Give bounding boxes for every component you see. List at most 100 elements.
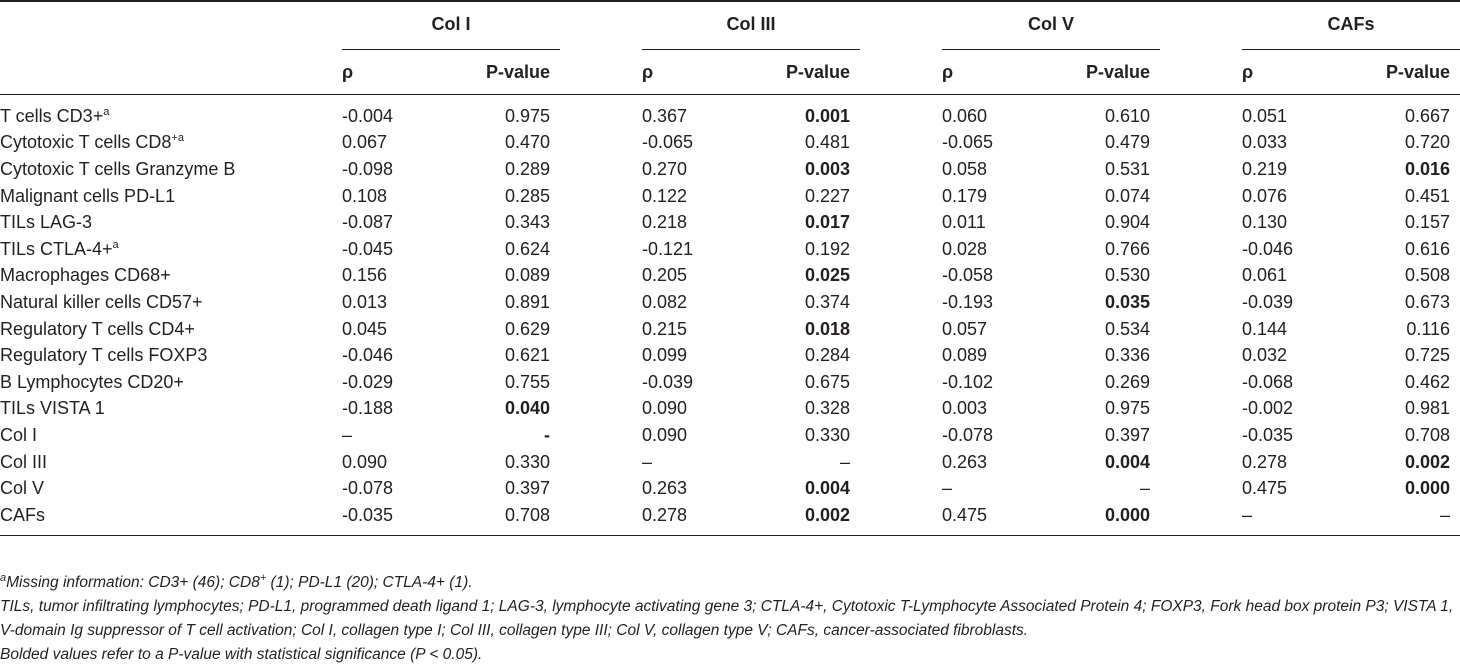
- pvalue-cell: 0.530: [1104, 265, 1151, 286]
- pvalue-cell: 0.330: [504, 451, 550, 472]
- pvalue-cell: 0.227: [804, 185, 850, 206]
- rho-header: ρ: [1242, 61, 1254, 82]
- rho-cell: 0.215: [642, 318, 688, 339]
- row-label: Regulatory T cells CD4+: [0, 318, 195, 339]
- pvalue-cell: 0.397: [504, 478, 550, 499]
- rho-cell: -0.004: [342, 105, 394, 126]
- rho-cell: 0.099: [642, 345, 688, 366]
- rho-cell: 0.219: [1242, 158, 1288, 179]
- rho-cell: -0.068: [1242, 371, 1294, 392]
- rho-cell: -0.102: [942, 371, 994, 392]
- rho-cell: 0.130: [1242, 212, 1288, 233]
- rho-cell: 0.144: [1242, 318, 1288, 339]
- pvalue-cell: 0.343: [504, 212, 550, 233]
- row-label: TILs CTLA-4+a: [0, 238, 119, 259]
- pvalue-cell: 0.328: [804, 398, 850, 419]
- pvalue-cell: –: [839, 451, 850, 472]
- rho-cell: 0.263: [642, 478, 688, 499]
- rho-cell: 0.045: [342, 318, 388, 339]
- rho-cell: 0.057: [942, 318, 988, 339]
- rho-cell: -0.045: [342, 238, 394, 259]
- row-label: Regulatory T cells FOXP3: [0, 345, 208, 366]
- pvalue-cell: 0.481: [804, 132, 850, 153]
- pvalue-cell: 0.001: [804, 105, 850, 126]
- rho-cell: -0.046: [342, 345, 394, 366]
- rho-cell: 0.278: [642, 504, 688, 525]
- table-bottom-rule: [0, 528, 1460, 536]
- rho-cell: -0.193: [942, 291, 994, 312]
- rho-cell: 0.179: [942, 185, 988, 206]
- table-header: Col I Col III Col V CAFs ρ P-value ρ P-v…: [0, 2, 1460, 95]
- table-row: Col III 0.090 0.330 – – 0.263 0.004 0.278 0.002: [0, 449, 1460, 476]
- pvalue-cell: 0.708: [504, 504, 550, 525]
- table-row: T cells CD3+a -0.004 0.975 0.367 0.001 0.060 0…: [0, 95, 1460, 130]
- table-top-rule: [0, 0, 1460, 2]
- pvalue-cell: 0.720: [1404, 132, 1451, 153]
- pvalue-cell: 0.766: [1104, 238, 1151, 259]
- pvalue-cell: 0.016: [1404, 158, 1451, 179]
- pvalue-cell: 0.074: [1104, 185, 1151, 206]
- table-row: B Lymphocytes CD20+ -0.029 0.755 -0.039 0.67…: [0, 369, 1460, 396]
- group-header-col-v: Col V: [942, 2, 1161, 50]
- pvalue-cell: 0.508: [1404, 265, 1451, 286]
- pvalue-cell: 0.025: [804, 265, 850, 286]
- rho-cell: –: [942, 478, 953, 499]
- row-label: Cytotoxic T cells Granzyme B: [0, 158, 236, 179]
- pvalue-header: P-value: [485, 61, 550, 82]
- table-body: T cells CD3+a -0.004 0.975 0.367 0.001 0.060 0…: [0, 95, 1460, 529]
- rho-cell: -0.035: [1242, 424, 1294, 445]
- pvalue-cell: 0.470: [504, 132, 550, 153]
- table-row: Natural killer cells CD57+ 0.013 0.891 0.08…: [0, 289, 1460, 316]
- group-header-col-iii: Col III: [642, 2, 860, 50]
- rho-cell: 0.061: [1242, 265, 1288, 286]
- pvalue-cell: 0.000: [1104, 504, 1151, 525]
- rho-cell: 0.051: [1242, 105, 1288, 126]
- row-label: B Lymphocytes CD20+: [0, 371, 184, 392]
- table-row: Malignant cells PD-L1 0.108 0.285 0.122 0.22…: [0, 183, 1460, 210]
- row-label: Macrophages CD68+: [0, 265, 171, 286]
- rho-cell: 0.013: [342, 291, 388, 312]
- footnote-missing: aMissing information: CD3+ (46); CD8+ (1…: [0, 571, 473, 591]
- correlation-table: Col I Col III Col V CAFs ρ P-value ρ P-v…: [0, 2, 1460, 536]
- table-row: Cytotoxic T cells Granzyme B -0.098 0.289 0…: [0, 156, 1460, 183]
- table-row: CAFs -0.035 0.708 0.278 0.002 0.475 0.000 – –: [0, 502, 1460, 529]
- pvalue-cell: 0.157: [1404, 212, 1451, 233]
- group-header-row: Col I Col III Col V CAFs: [0, 2, 1460, 50]
- pvalue-cell: 0.725: [1404, 345, 1451, 366]
- row-label: Col V: [0, 478, 45, 499]
- pvalue-cell: –: [1140, 478, 1151, 499]
- pvalue-cell: 0.289: [504, 158, 550, 179]
- rho-cell: 0.122: [642, 185, 688, 206]
- group-header-col-i: Col I: [342, 2, 560, 50]
- pvalue-cell: 0.667: [1404, 105, 1451, 126]
- rho-cell: 0.205: [642, 265, 688, 286]
- pvalue-cell: 0.397: [1104, 424, 1151, 445]
- pvalue-cell: 0.002: [804, 504, 850, 525]
- pvalue-cell: 0.374: [804, 291, 850, 312]
- rho-cell: 0.028: [942, 238, 988, 259]
- row-label: Col I: [0, 424, 38, 445]
- rho-cell: -0.029: [342, 371, 394, 392]
- row-label: Natural killer cells CD57+: [0, 291, 203, 312]
- rho-cell: 0.270: [642, 158, 688, 179]
- rho-cell: 0.089: [942, 345, 988, 366]
- rho-cell: –: [1242, 504, 1253, 525]
- pvalue-header: P-value: [1386, 61, 1451, 82]
- pvalue-cell: 0.004: [1104, 451, 1151, 472]
- footnote-bold-note: Bolded values refer to a P-value with st…: [0, 646, 483, 663]
- pvalue-cell: 0.904: [1104, 212, 1151, 233]
- rho-cell: 0.475: [942, 504, 988, 525]
- pvalue-cell: 0.003: [804, 158, 850, 179]
- table-row: TILs VISTA 1 -0.188 0.040 0.090 0.328 0.003 0.…: [0, 396, 1460, 423]
- pvalue-cell: 0.451: [1404, 185, 1451, 206]
- rho-cell: 0.058: [942, 158, 988, 179]
- pvalue-header: P-value: [1085, 61, 1151, 82]
- pvalue-cell: 0.330: [804, 424, 850, 445]
- table-row: Regulatory T cells FOXP3 -0.046 0.621 0.099…: [0, 342, 1460, 369]
- row-label: TILs VISTA 1: [0, 398, 105, 419]
- pvalue-header: P-value: [785, 61, 850, 82]
- pvalue-cell: 0.285: [504, 185, 550, 206]
- pvalue-cell: 0.673: [1404, 291, 1451, 312]
- rho-header: ρ: [642, 61, 654, 82]
- rho-cell: –: [642, 451, 653, 472]
